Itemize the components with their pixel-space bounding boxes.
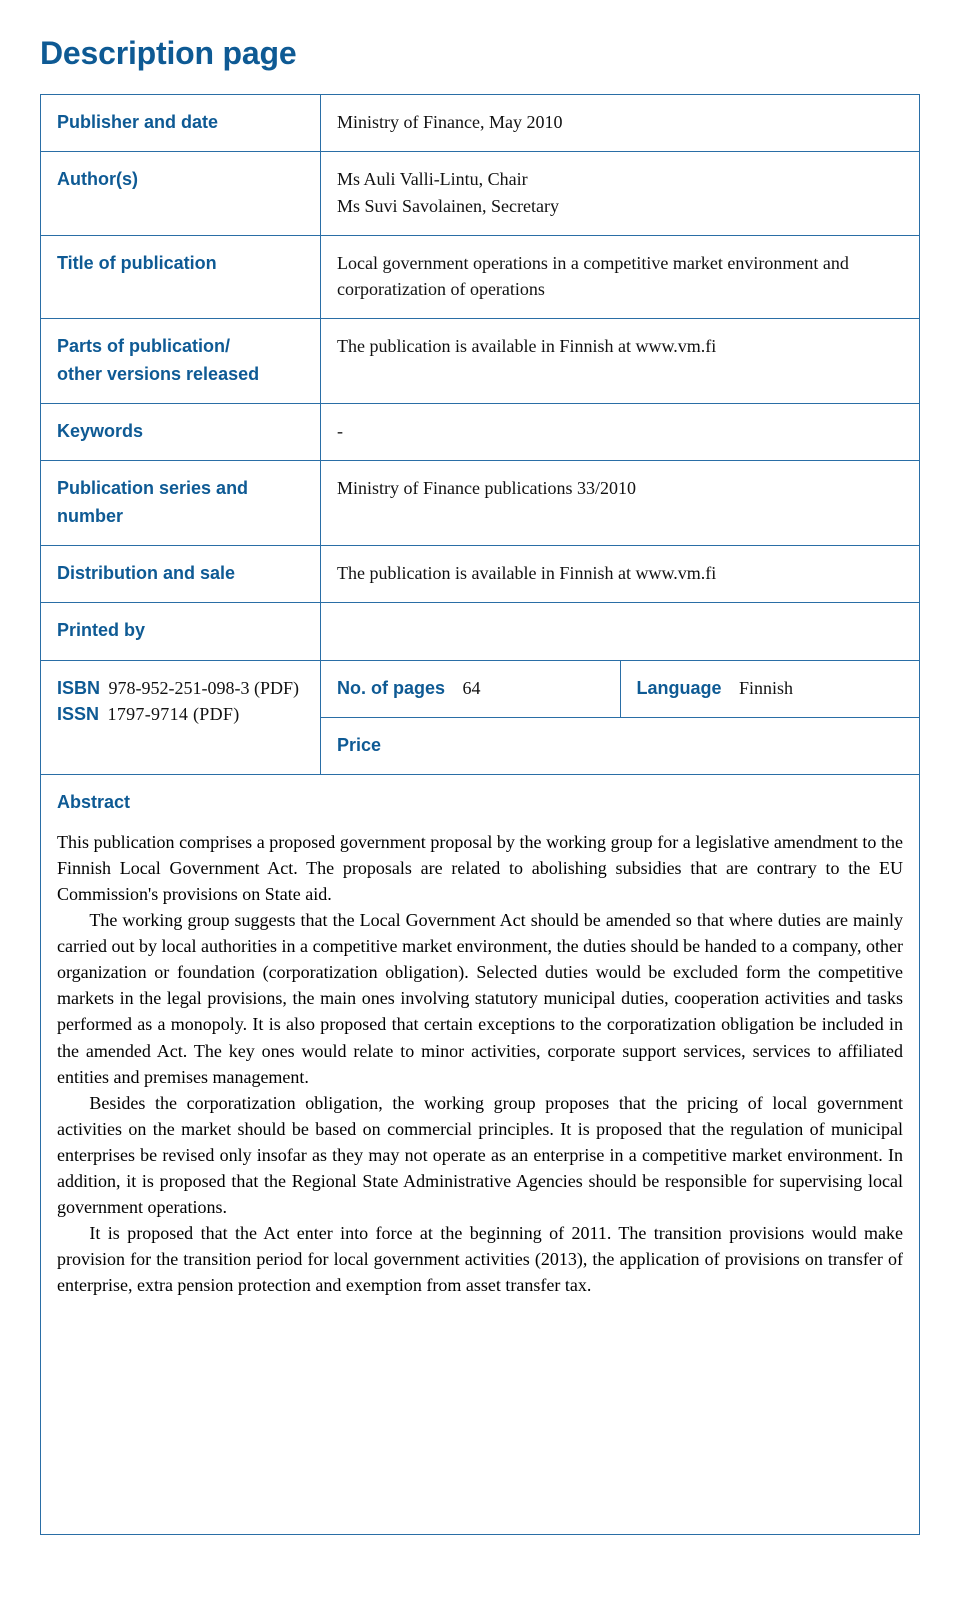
label-distribution: Distribution and sale bbox=[57, 563, 235, 583]
row-abstract: Abstract This publication comprises a pr… bbox=[41, 774, 920, 1535]
value-title-of-publication: Local government operations in a competi… bbox=[337, 253, 849, 299]
abstract-bottom-spacer bbox=[57, 1298, 903, 1518]
row-series: Publication series and number Ministry o… bbox=[41, 461, 920, 546]
label-price: Price bbox=[337, 735, 381, 755]
abstract-heading: Abstract bbox=[57, 789, 903, 815]
row-printed-by: Printed by bbox=[41, 603, 920, 660]
value-isbn: 978-952-251-098-3 (PDF) bbox=[109, 678, 300, 698]
label-parts-line1: Parts of publication/ bbox=[57, 333, 304, 359]
row-keywords: Keywords - bbox=[41, 404, 920, 461]
value-publisher: Ministry of Finance, May 2010 bbox=[337, 112, 562, 132]
value-author-1: Ms Auli Valli-Lintu, Chair bbox=[337, 166, 903, 192]
label-series-line2: number bbox=[57, 503, 304, 529]
label-series-line1: Publication series and bbox=[57, 475, 304, 501]
abstract-para-3: Besides the corporatization obligation, … bbox=[57, 1090, 903, 1220]
label-publisher: Publisher and date bbox=[57, 112, 218, 132]
label-title-of-publication: Title of publication bbox=[57, 253, 217, 273]
label-parts-line2: other versions released bbox=[57, 361, 304, 387]
label-isbn: ISBN bbox=[57, 678, 100, 698]
value-author-2: Ms Suvi Savolainen, Secretary bbox=[337, 193, 903, 219]
row-publisher: Publisher and date Ministry of Finance, … bbox=[41, 95, 920, 152]
row-isbn-pages-language: ISBN 978-952-251-098-3 (PDF) ISSN 1797-9… bbox=[41, 660, 920, 717]
row-parts: Parts of publication/ other versions rel… bbox=[41, 318, 920, 403]
label-keywords: Keywords bbox=[57, 421, 143, 441]
label-issn: ISSN bbox=[57, 704, 99, 724]
value-language: Finnish bbox=[739, 678, 793, 698]
label-authors: Author(s) bbox=[57, 169, 138, 189]
page-title: Description page bbox=[40, 30, 920, 76]
value-parts: The publication is available in Finnish … bbox=[337, 336, 716, 356]
description-table: Publisher and date Ministry of Finance, … bbox=[40, 94, 920, 1535]
value-issn: 1797-9714 (PDF) bbox=[108, 704, 240, 724]
label-printed-by: Printed by bbox=[57, 620, 145, 640]
value-series: Ministry of Finance publications 33/2010 bbox=[337, 478, 636, 498]
label-language: Language bbox=[637, 678, 722, 698]
abstract-para-2: The working group suggests that the Loca… bbox=[57, 907, 903, 1090]
value-keywords: - bbox=[337, 421, 343, 441]
abstract-para-1: This publication comprises a proposed go… bbox=[57, 829, 903, 907]
value-pages: 64 bbox=[463, 678, 481, 698]
abstract-body: This publication comprises a proposed go… bbox=[57, 829, 903, 1299]
row-distribution: Distribution and sale The publication is… bbox=[41, 546, 920, 603]
row-title-of-publication: Title of publication Local government op… bbox=[41, 235, 920, 318]
value-distribution: The publication is available in Finnish … bbox=[337, 563, 716, 583]
row-authors: Author(s) Ms Auli Valli-Lintu, Chair Ms … bbox=[41, 152, 920, 235]
abstract-para-4: It is proposed that the Act enter into f… bbox=[57, 1220, 903, 1298]
label-pages: No. of pages bbox=[337, 678, 445, 698]
